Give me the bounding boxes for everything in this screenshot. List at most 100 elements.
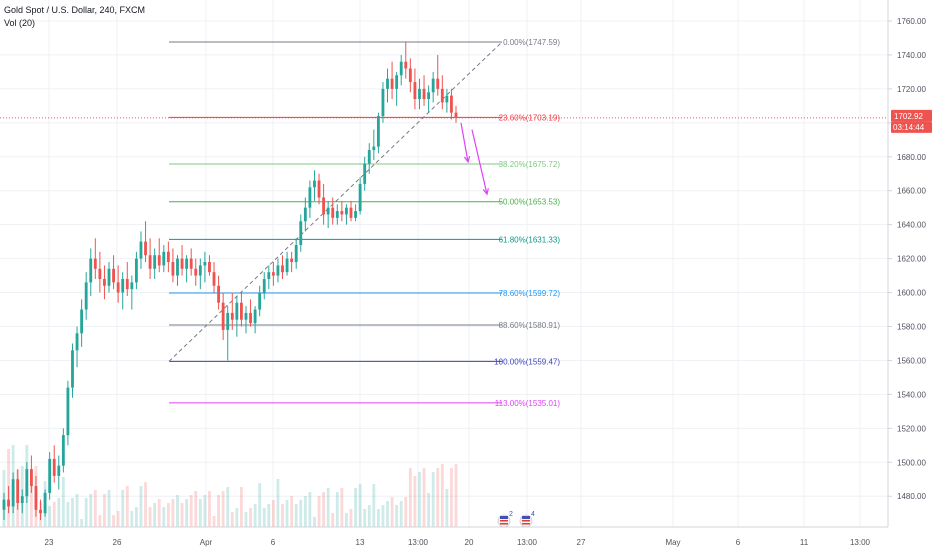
candle-body: [376, 116, 380, 147]
countdown-tag: [891, 121, 932, 133]
candle-body: [239, 302, 243, 320]
volume-bar: [144, 482, 147, 527]
candle-body: [299, 221, 303, 246]
volume-bar: [61, 477, 65, 527]
volume-bar: [349, 509, 353, 527]
candle-body: [253, 309, 257, 324]
volume-bar: [176, 495, 179, 527]
volume-legend[interactable]: Vol (20): [4, 18, 36, 28]
candle-body: [103, 278, 106, 286]
volume-bar: [413, 476, 417, 527]
candle-body: [166, 251, 170, 262]
candle-body: [303, 207, 307, 222]
forecast-arrows[interactable]: [460, 122, 489, 196]
candle-body: [189, 258, 193, 269]
candle-body: [34, 486, 38, 510]
volume-bar: [153, 503, 157, 527]
volume-bar: [212, 516, 216, 527]
candle-body: [171, 262, 175, 276]
candle-body: [354, 211, 357, 218]
time-tick-label: 13:00: [850, 538, 871, 547]
candle-body: [422, 88, 426, 100]
volume-bar: [299, 500, 303, 527]
candle-body: [381, 88, 385, 117]
candle-body: [185, 258, 189, 269]
volume-bar: [427, 493, 431, 527]
candle-body: [20, 496, 24, 504]
volume-bar: [239, 487, 243, 527]
candles: [2, 41, 458, 520]
candle-body: [130, 282, 134, 290]
volume-bar: [121, 490, 125, 527]
candle-body: [11, 479, 15, 507]
fib-level-label: 50.00%(1653.53): [499, 198, 561, 207]
price-tick-label: 1620.00: [897, 255, 926, 264]
candle-body: [267, 272, 271, 279]
volume-bar: [107, 490, 111, 527]
candle-body: [217, 285, 221, 303]
forecast-arrow[interactable]: [460, 122, 469, 162]
symbol-title[interactable]: Gold Spot / U.S. Dollar, 240, FXCM: [4, 5, 146, 15]
volume-bar: [84, 498, 88, 527]
forecast-arrow-head: [482, 188, 489, 196]
time-axis[interactable]: 23 26 Apr 6 13 13:00 20 13:00 27 May 6 11 13:00: [0, 526, 932, 550]
price-tick-label: 1740.00: [897, 51, 926, 60]
flag-canton: [522, 516, 530, 519]
volume-bar: [399, 501, 403, 527]
price-tick-label: 1580.00: [897, 323, 926, 332]
volume-bar: [166, 503, 170, 527]
last-price-tag[interactable]: [891, 109, 932, 122]
forecast-arrow[interactable]: [471, 129, 488, 195]
flag-stripe: [522, 520, 530, 522]
chart-legend: Gold Spot / U.S. Dollar, 240, FXCM Vol (…: [4, 4, 145, 30]
candle-body: [285, 258, 289, 273]
volume-bar: [335, 492, 339, 527]
candle-body: [331, 207, 335, 218]
fib-level-label: 0.00%(1747.59): [503, 38, 560, 47]
candle-body: [162, 251, 166, 266]
candle-body: [203, 262, 207, 266]
candle-body: [317, 180, 321, 198]
volume-bar: [29, 470, 33, 527]
candle-body: [75, 333, 79, 351]
fib-level-label: 23.60%(1703.19): [499, 113, 561, 122]
candle-body: [25, 469, 29, 497]
volume-bar: [80, 519, 84, 527]
volume-bar: [189, 495, 193, 527]
volume-bar: [130, 511, 134, 527]
candle-body: [52, 458, 56, 476]
volume-bar: [203, 495, 207, 527]
volume-bar: [372, 484, 376, 527]
fib-level-label: 100.00%(1559.47): [494, 357, 560, 366]
volume-bar: [395, 505, 399, 527]
volume-bar: [408, 468, 412, 527]
last-price-label: 1702.92: [894, 112, 923, 121]
volume-bar: [454, 464, 458, 527]
candle-body: [39, 509, 42, 514]
candle-body: [208, 262, 211, 273]
candle-body: [7, 499, 10, 507]
event-count: 4: [531, 511, 535, 518]
fib-level-label: 78.60%(1599.72): [499, 289, 561, 298]
candle-body: [358, 183, 362, 212]
flag-stripe: [522, 523, 530, 525]
candle-body: [445, 95, 449, 103]
candle-body: [281, 265, 284, 273]
candle-body: [249, 312, 252, 324]
volume-bar: [116, 511, 120, 527]
volume-bar: [294, 504, 298, 527]
volume-bar: [253, 504, 257, 527]
candle-body: [57, 465, 61, 476]
price-tick-label: 1660.00: [897, 187, 926, 196]
event-count: 2: [509, 511, 513, 518]
candle-body: [372, 146, 376, 150]
time-tick-label: 13:00: [408, 538, 429, 547]
fib-retracement[interactable]: 0.00%(1747.59) 23.60%(1703.19) 38.20%(1675…: [169, 38, 560, 408]
candle-body: [413, 82, 417, 100]
volume-bar: [258, 483, 262, 527]
volume-bar: [390, 497, 394, 527]
candle-body: [345, 207, 348, 215]
